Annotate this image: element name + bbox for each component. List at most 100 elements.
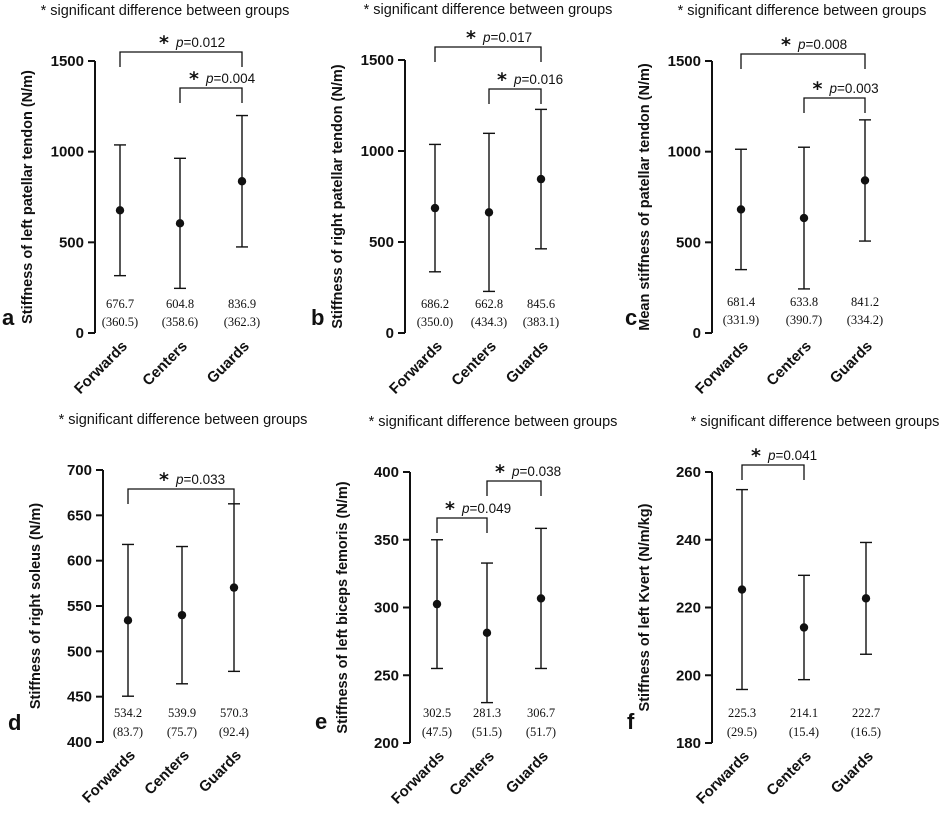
p-symbol: p — [175, 472, 184, 487]
mean-point — [123, 616, 133, 625]
x-category-label: Guards — [503, 748, 552, 797]
data-label-sd: (51.5) — [472, 725, 502, 739]
chart-panel-b: * significant difference between groups 0… — [311, 2, 612, 398]
mean-point — [860, 176, 870, 185]
y-tick-label: 600 — [67, 553, 92, 570]
mean-point — [177, 610, 187, 620]
x-category-label: Centers — [763, 748, 815, 800]
p-number: 0.003 — [845, 81, 879, 96]
significance-bracket: * p=0.004 — [179, 68, 256, 103]
p-number: 0.004 — [221, 71, 255, 86]
y-tick-label: 0 — [76, 325, 84, 342]
p-value-label: p=0.003 — [829, 81, 879, 96]
chart-title: * significant difference between groups — [41, 3, 290, 19]
data-label-mean: 214.1 — [790, 706, 818, 720]
data-label-mean: 225.3 — [728, 706, 756, 720]
mean-point — [175, 219, 185, 228]
y-tick-label: 450 — [67, 689, 92, 706]
y-tick-label: 250 — [374, 667, 399, 684]
significance-bracket: * p=0.016 — [488, 69, 563, 104]
y-tick-label: 200 — [374, 735, 399, 752]
mean-point — [736, 205, 746, 214]
data-label-sd: (47.5) — [422, 725, 452, 739]
data-label-sd: (331.9) — [723, 313, 759, 327]
mean-point — [536, 174, 546, 184]
y-tick-label: 180 — [676, 735, 701, 752]
x-category-label: Centers — [141, 747, 193, 799]
data-label-mean: 841.2 — [851, 295, 879, 309]
p-equals: = — [522, 72, 530, 87]
p-number: 0.008 — [813, 37, 847, 52]
data-label-mean: 662.8 — [475, 297, 503, 311]
p-equals: = — [837, 81, 845, 96]
significance-bracket: * p=0.038 — [486, 461, 561, 496]
p-value-label: p=0.008 — [797, 37, 847, 52]
mean-point — [432, 599, 442, 609]
chart-panel-c: * significant difference between groups 0… — [625, 3, 926, 398]
data-label-sd: (360.5) — [102, 315, 138, 329]
p-number: 0.041 — [783, 448, 817, 463]
y-tick-label: 0 — [386, 325, 394, 342]
data-label-mean: 222.7 — [852, 706, 880, 720]
y-tick-label: 500 — [369, 234, 394, 251]
chart-panel-e: * significant difference between groups 2… — [315, 414, 617, 808]
data-label-sd: (15.4) — [789, 725, 819, 739]
x-category-label: Guards — [827, 338, 876, 387]
x-category-label: Forwards — [386, 338, 446, 398]
chart-panel-a: * significant difference between groups 0… — [2, 3, 289, 398]
data-label-sd: (16.5) — [851, 725, 881, 739]
p-equals: = — [184, 472, 192, 487]
mean-point — [482, 628, 492, 638]
significance-star: * — [813, 78, 823, 100]
chart-panel-d: * significant difference between groups 4… — [8, 412, 307, 807]
data-label-mean: 302.5 — [423, 706, 451, 720]
p-value-label: p=0.038 — [511, 464, 561, 479]
data-label-mean: 836.9 — [228, 297, 256, 311]
panel-letter: c — [625, 305, 637, 330]
x-category-label: Forwards — [692, 338, 752, 398]
panel-letter: e — [315, 709, 327, 734]
data-label-mean: 604.8 — [166, 297, 194, 311]
bracket-line — [740, 53, 866, 69]
significance-star: * — [189, 68, 199, 90]
y-tick-label: 650 — [67, 507, 92, 524]
x-category-label: Guards — [503, 338, 552, 387]
significance-star: * — [159, 469, 169, 491]
significance-bracket: * p=0.008 — [740, 34, 866, 69]
bracket-line — [741, 464, 805, 480]
mean-point — [229, 583, 239, 592]
x-category-label: Forwards — [388, 748, 448, 808]
data-label-mean: 681.4 — [727, 295, 756, 309]
mean-point — [430, 203, 440, 213]
bracket-line — [436, 517, 488, 533]
significance-star: * — [781, 34, 791, 56]
p-symbol: p — [461, 501, 470, 516]
p-value-label: p=0.041 — [767, 448, 817, 463]
mean-point — [737, 585, 747, 594]
y-tick-label: 400 — [67, 734, 92, 751]
p-number: 0.038 — [527, 464, 561, 479]
mean-point — [536, 594, 546, 603]
significance-bracket: * p=0.012 — [119, 32, 243, 67]
bracket-line — [434, 46, 542, 62]
p-symbol: p — [205, 71, 214, 86]
panel-letter: a — [2, 305, 15, 330]
y-tick-label: 1000 — [668, 144, 701, 161]
y-axis-label: Stiffness of left patellar tendon (N/m) — [20, 70, 36, 324]
mean-point — [115, 206, 125, 215]
p-equals: = — [806, 37, 814, 52]
y-tick-label: 0 — [693, 325, 701, 342]
data-label-sd: (358.6) — [162, 315, 198, 329]
data-label-sd: (434.3) — [471, 315, 507, 329]
y-tick-label: 500 — [67, 643, 92, 660]
p-symbol: p — [482, 30, 491, 45]
y-axis-label: Stiffness of left Kvert (N/m/kg) — [637, 503, 653, 711]
p-equals: = — [470, 501, 478, 516]
chart-title: * significant difference between groups — [369, 414, 618, 430]
p-symbol: p — [513, 72, 522, 87]
data-label-mean: 306.7 — [527, 706, 555, 720]
x-category-label: Centers — [763, 338, 815, 390]
p-symbol: p — [829, 81, 838, 96]
p-value-label: p=0.049 — [461, 501, 511, 516]
